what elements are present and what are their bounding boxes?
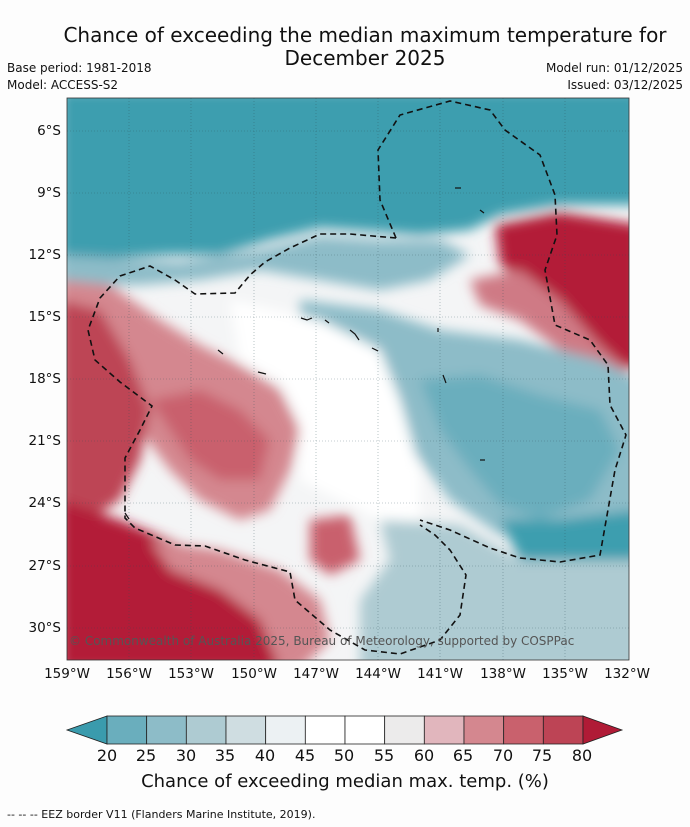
lat-label: 18°S bbox=[28, 371, 62, 387]
graticule bbox=[67, 98, 629, 660]
region-north-low bbox=[67, 98, 629, 262]
lat-label: 21°S bbox=[28, 433, 62, 449]
colorbar-tick: 30 bbox=[175, 746, 197, 765]
lat-label: 30°S bbox=[28, 620, 62, 636]
eez-legend-note: -- -- -- EEZ border V11 (Flanders Marine… bbox=[7, 808, 316, 821]
lon-label: 132°W bbox=[604, 666, 650, 682]
colorbar-tick: 60 bbox=[413, 746, 435, 765]
model-run: Model run: 01/12/2025 bbox=[545, 61, 683, 75]
colorbar-tick: 65 bbox=[452, 746, 474, 765]
map-frame bbox=[66, 97, 630, 661]
lat-label: 9°S bbox=[37, 185, 61, 201]
lon-label: 138°W bbox=[480, 666, 526, 682]
colorbar-cell bbox=[185, 715, 227, 745]
region-northeast-edge bbox=[470, 270, 629, 380]
colorbar-tick: 45 bbox=[294, 746, 316, 765]
colorbar-low-extend bbox=[65, 715, 108, 745]
lat-label: 12°S bbox=[28, 247, 62, 263]
colorbar bbox=[65, 715, 624, 745]
lat-label: 15°S bbox=[28, 309, 62, 325]
base-period: Base period: 1981-2018 bbox=[7, 61, 152, 75]
colorbar-cell bbox=[225, 715, 267, 745]
lat-label: 24°S bbox=[28, 495, 62, 511]
region-east-low bbox=[500, 511, 629, 570]
colorbar-tick: 40 bbox=[254, 746, 276, 765]
colorbar-tick: 75 bbox=[531, 746, 553, 765]
colorbar-cell bbox=[106, 715, 148, 745]
model-name: Model: ACCESS-S2 bbox=[7, 78, 119, 92]
colorbar-cell bbox=[146, 715, 187, 745]
region-southwest-edge bbox=[150, 540, 330, 660]
colorbar-tick: 25 bbox=[135, 746, 157, 765]
region-central-low bbox=[420, 375, 620, 520]
colorbar-cell bbox=[423, 715, 465, 745]
region-west-inner bbox=[150, 390, 270, 480]
colorbar-title: Chance of exceeding median max. temp. (%… bbox=[141, 771, 549, 792]
lon-label: 147°W bbox=[293, 666, 339, 682]
map-field bbox=[67, 98, 629, 660]
lon-label: 144°W bbox=[355, 666, 401, 682]
lon-label: 153°W bbox=[168, 666, 214, 682]
meta-left: Base period: 1981-2018 Model: ACCESS-S2 bbox=[7, 60, 152, 94]
colorbar-tick: 55 bbox=[373, 746, 395, 765]
eez-borders bbox=[87, 100, 627, 655]
colorbar-cell bbox=[463, 715, 505, 745]
colorbar-cell bbox=[384, 715, 425, 745]
colorbar-cell bbox=[542, 715, 584, 745]
lon-label: 150°W bbox=[231, 666, 277, 682]
colorbar-cell bbox=[265, 715, 306, 745]
region-west-high bbox=[67, 301, 150, 520]
colorbar-tick: 35 bbox=[214, 746, 236, 765]
issued-date: Issued: 03/12/2025 bbox=[567, 78, 683, 92]
colorbar-cell bbox=[344, 715, 386, 745]
region-center-white bbox=[230, 300, 420, 520]
colorbar-cell bbox=[304, 715, 346, 745]
lat-label: 27°S bbox=[28, 558, 62, 574]
islands bbox=[124, 187, 485, 520]
meta-right: Model run: 01/12/2025 Issued: 03/12/2025 bbox=[546, 60, 683, 94]
colorbar-cell bbox=[503, 715, 544, 745]
copyright-notice: © Commonwealth of Australia 2025, Bureau… bbox=[69, 634, 575, 648]
lon-label: 135°W bbox=[542, 666, 588, 682]
lat-label: 6°S bbox=[37, 123, 61, 139]
region-southeast bbox=[360, 520, 629, 660]
lon-label: 159°W bbox=[44, 666, 90, 682]
colorbar-tick: 50 bbox=[333, 746, 355, 765]
colorbar-high-extend bbox=[582, 715, 624, 745]
chart-title: Chance of exceeding the median maximum t… bbox=[63, 23, 667, 70]
region-south-spot bbox=[310, 515, 360, 575]
colorbar-tick: 20 bbox=[96, 746, 118, 765]
region-northeast-high bbox=[495, 212, 629, 368]
lon-label: 156°W bbox=[106, 666, 152, 682]
region-southwest-high bbox=[67, 502, 298, 660]
colorbar-tick: 70 bbox=[492, 746, 514, 765]
lon-label: 141°W bbox=[417, 666, 463, 682]
colorbar-tick: 80 bbox=[571, 746, 593, 765]
